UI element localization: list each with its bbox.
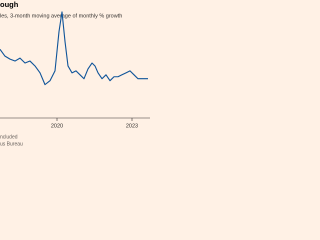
chart-title: ough [0, 0, 19, 9]
chart: ough les, 3-month moving average of mont… [0, 0, 150, 147]
footnote: us Bureau [0, 141, 23, 147]
footnote: ncluded [0, 134, 18, 140]
line [0, 11, 148, 86]
x-tick-label: 2023 [126, 123, 138, 129]
x-tick-label: 2020 [51, 123, 63, 129]
page: {"chart_data": {"type": "line", "title":… [0, 0, 150, 150]
